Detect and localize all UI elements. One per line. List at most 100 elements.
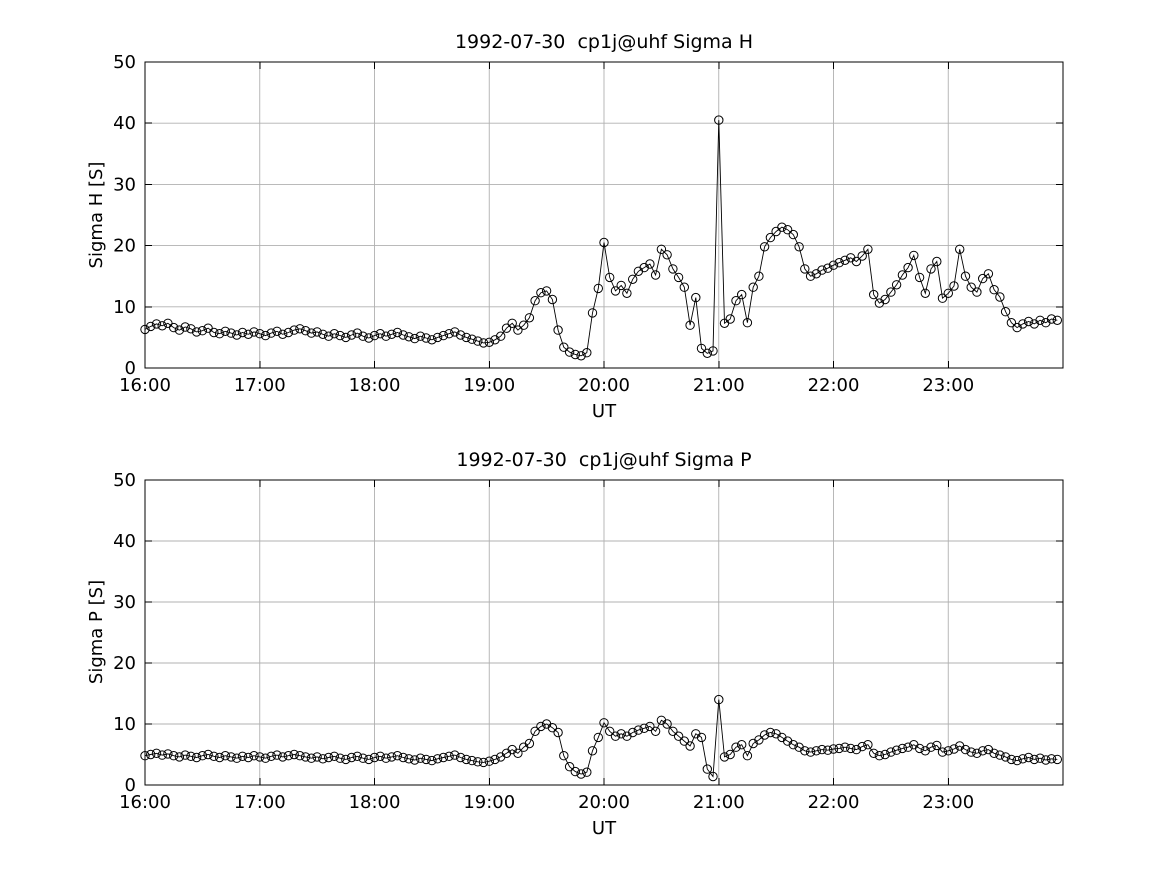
x-tick-label: 20:00 xyxy=(578,792,630,813)
data-point-marker xyxy=(306,753,317,763)
data-point-marker xyxy=(788,229,798,240)
data-point-marker xyxy=(610,731,621,741)
data-point-marker xyxy=(415,753,426,763)
data-point-marker xyxy=(427,335,437,345)
data-point-marker xyxy=(375,329,385,339)
data-point-marker xyxy=(742,751,753,761)
data-point-marker xyxy=(260,753,271,763)
data-point-marker xyxy=(886,747,896,757)
data-point-marker xyxy=(180,322,190,332)
data-point-marker xyxy=(742,318,753,328)
data-point-marker xyxy=(151,748,162,758)
data-point-marker xyxy=(496,331,506,341)
data-point-marker xyxy=(828,260,839,270)
data-point-marker xyxy=(863,740,873,750)
data-point-marker xyxy=(410,755,420,765)
data-point-marker xyxy=(553,727,563,738)
data-point-marker xyxy=(501,323,512,333)
data-point-marker xyxy=(989,285,999,295)
data-point-marker xyxy=(553,325,563,335)
data-point-marker xyxy=(897,743,908,754)
data-point-marker xyxy=(255,329,265,339)
data-point-marker xyxy=(714,115,724,125)
data-point-marker xyxy=(800,746,810,756)
data-point-marker xyxy=(300,326,311,336)
data-point-marker xyxy=(140,751,150,761)
data-point-marker xyxy=(1052,754,1063,765)
data-point-marker xyxy=(616,729,626,739)
data-point-marker xyxy=(731,296,741,306)
data-point-marker xyxy=(805,747,816,757)
data-point-marker xyxy=(237,327,248,338)
data-line xyxy=(144,699,1058,778)
data-point-marker xyxy=(455,752,466,763)
data-point-marker xyxy=(645,721,655,732)
data-point-marker xyxy=(737,740,747,750)
data-point-marker xyxy=(432,332,443,343)
data-point-marker xyxy=(1000,752,1011,762)
data-point-marker xyxy=(823,745,833,755)
data-point-marker xyxy=(444,751,454,761)
data-point-marker xyxy=(719,752,730,762)
data-point-marker xyxy=(679,282,689,292)
data-point-marker xyxy=(714,694,724,705)
data-point-marker xyxy=(467,334,477,344)
data-point-marker xyxy=(616,280,626,291)
data-point-marker xyxy=(364,333,374,343)
data-point-marker xyxy=(759,242,770,252)
data-point-marker xyxy=(169,751,179,761)
x-tick-label: 16:00 xyxy=(119,792,171,813)
data-point-marker xyxy=(559,751,569,761)
data-point-marker xyxy=(685,741,695,751)
data-point-marker xyxy=(381,331,391,341)
data-point-marker xyxy=(891,280,902,290)
x-tick-label: 23:00 xyxy=(922,375,974,396)
data-point-marker xyxy=(926,264,936,274)
data-point-marker xyxy=(323,752,334,763)
data-point-marker xyxy=(513,748,523,758)
data-point-marker xyxy=(645,259,655,269)
data-point-marker xyxy=(1046,314,1057,324)
data-point-marker xyxy=(800,264,810,274)
data-point-marker xyxy=(696,732,707,743)
data-point-marker xyxy=(857,741,867,752)
data-point-marker xyxy=(1041,755,1051,765)
data-point-marker xyxy=(662,250,672,260)
data-point-marker xyxy=(484,337,494,347)
data-point-marker xyxy=(599,718,609,728)
data-point-marker xyxy=(794,242,804,252)
y-tick-label: 50 xyxy=(113,470,136,491)
data-point-marker xyxy=(582,767,592,777)
y-tick-label: 40 xyxy=(113,531,136,552)
data-point-marker xyxy=(312,752,322,762)
data-point-marker xyxy=(754,735,764,745)
data-point-marker xyxy=(668,726,678,736)
data-point-marker xyxy=(507,318,517,328)
data-point-marker xyxy=(903,262,913,273)
y-tick-label: 0 xyxy=(125,775,136,796)
data-point-marker xyxy=(237,751,248,761)
data-point-marker xyxy=(209,327,219,338)
data-point-marker xyxy=(455,330,466,340)
data-point-marker xyxy=(157,321,167,331)
data-point-marker xyxy=(708,346,718,356)
data-point-marker xyxy=(886,287,896,297)
data-point-marker xyxy=(765,727,776,738)
data-point-marker xyxy=(582,348,592,358)
data-point-marker xyxy=(851,256,862,267)
data-point-marker xyxy=(828,744,839,754)
x-tick-label: 19:00 xyxy=(463,792,515,813)
data-point-marker xyxy=(731,742,741,752)
data-point-marker xyxy=(989,748,999,758)
data-point-marker xyxy=(639,723,649,733)
data-point-marker xyxy=(203,749,213,760)
data-point-marker xyxy=(387,752,397,762)
data-point-marker xyxy=(329,751,339,761)
data-point-marker xyxy=(461,332,471,343)
data-point-marker xyxy=(1029,754,1040,765)
data-point-marker xyxy=(995,292,1005,302)
data-point-marker xyxy=(335,753,345,763)
data-point-marker xyxy=(346,752,357,763)
data-point-marker xyxy=(570,349,580,360)
